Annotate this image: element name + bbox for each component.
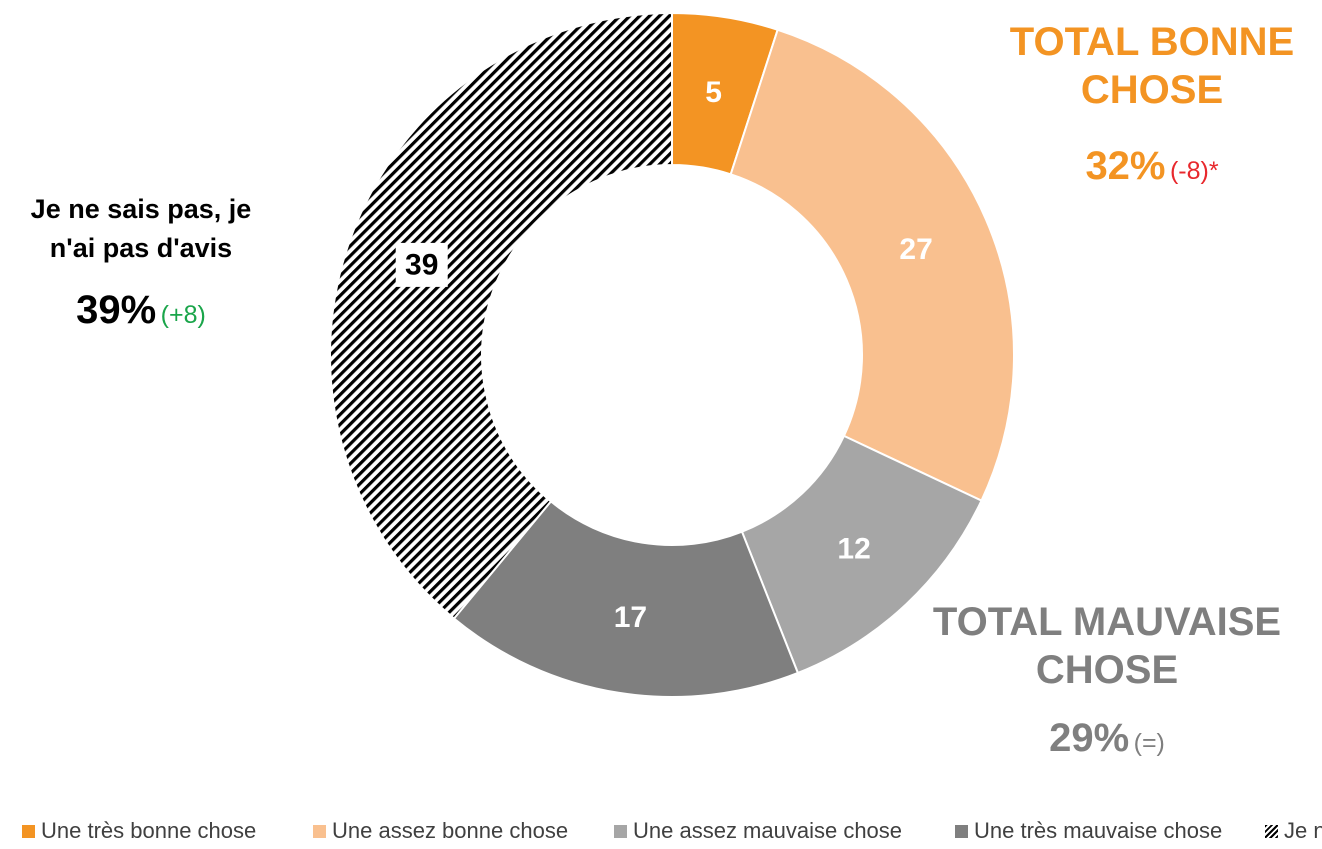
legend-swatch-tres-mauvaise [955,824,968,838]
donut-slice-1 [729,28,1015,502]
legend-label-tres-bonne: Une très bonne chose [41,818,257,843]
total-bad-percent: 29% [1049,716,1130,760]
total-bad-value: 29% (=) [907,716,1307,761]
legend-swatch-ne-sait-pas [1265,824,1278,838]
total-good-title-line2: CHOSE [1080,68,1224,112]
legend-swatch-assez-mauvaise [614,824,627,838]
legend-item-tres-mauvaise: Une très mauvaise chose [955,818,1222,844]
donut-slice-3 [452,499,800,698]
unsure-title-line2: n'ai pas d'avis [49,233,233,264]
total-bad-title-line1: TOTAL MAUVAISE [932,600,1282,644]
donut-value-label-0: 5 [705,76,722,109]
total-good-percent: 32% [1085,144,1166,188]
legend-label-tres-mauvaise: Une très mauvaise chose [974,818,1223,843]
donut-value-label-4: 39 [405,248,438,281]
legend-item-assez-mauvaise: Une assez mauvaise chose [614,818,902,844]
total-good-delta: (-8)* [1169,157,1219,185]
unsure-callout: Je ne sais pas, je n'ai pas d'avis 39% (… [0,190,282,333]
chart-legend: Une très bonne chose Une assez bonne cho… [22,818,1322,849]
total-good-value: 32% (-8)* [992,144,1312,189]
legend-label-assez-mauvaise: Une assez mauvaise chose [633,818,903,843]
total-good-title-line1: TOTAL BONNE [1009,20,1295,64]
legend-item-tres-bonne: Une très bonne chose [22,818,256,844]
donut-value-label-3: 17 [614,601,647,634]
donut-value-label-1: 27 [899,233,932,266]
unsure-delta: (+8) [160,301,206,330]
total-bad-callout: TOTAL MAUVAISE CHOSE 29% (=) [907,598,1307,761]
unsure-value: 39% (+8) [0,288,282,333]
donut-slice-4 [329,11,673,620]
donut-value-label-2: 12 [837,532,870,565]
unsure-percent: 39% [76,288,157,333]
legend-item-ne-sait-pas: Je n [1265,818,1322,844]
donut-label-bg-4 [395,242,448,287]
legend-label-assez-bonne: Une assez bonne chose [332,818,569,843]
total-good-callout: TOTAL BONNE CHOSE 32% (-8)* [992,18,1312,189]
total-bad-title-line2: CHOSE [1035,648,1179,692]
legend-swatch-tres-bonne [22,824,35,838]
legend-label-ne-sait-pas: Je n [1284,818,1322,843]
total-bad-delta: (=) [1133,729,1165,757]
legend-swatch-assez-bonne [313,824,326,838]
legend-item-assez-bonne: Une assez bonne chose [313,818,568,844]
unsure-title-line1: Je ne sais pas, je [30,194,252,224]
